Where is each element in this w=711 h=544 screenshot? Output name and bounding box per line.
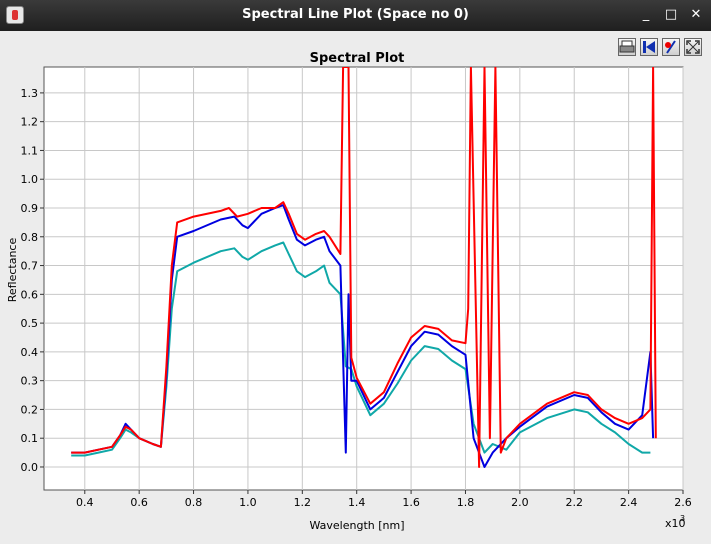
y-tick-label: 0.3 <box>21 375 39 388</box>
x-tick-label: 0.4 <box>76 496 94 509</box>
y-tick-label: 1.0 <box>21 173 39 186</box>
y-tick-label: 0.4 <box>21 346 39 359</box>
y-tick-label: 0.7 <box>21 260 39 273</box>
y-tick-label: 0.5 <box>21 317 39 330</box>
x-tick-label: 1.6 <box>402 496 420 509</box>
marker-button[interactable] <box>662 38 680 56</box>
x-axis-label: Wavelength [nm] <box>309 519 404 532</box>
title-bar[interactable]: Spectral Line Plot (Space no 0) _ □ ✕ <box>0 0 711 31</box>
y-tick-label: 0.6 <box>21 288 39 301</box>
x-tick-label: 1.0 <box>239 496 257 509</box>
arrow-left-icon <box>643 41 655 53</box>
y-axis-label: Reflectance <box>6 238 19 303</box>
close-button[interactable]: ✕ <box>690 7 702 22</box>
y-tick-label: 0.8 <box>21 231 39 244</box>
java-app-icon[interactable] <box>6 6 24 24</box>
x-tick-label: 1.2 <box>294 496 312 509</box>
x-tick-label: 1.8 <box>457 496 475 509</box>
x-tick-label: 0.6 <box>130 496 148 509</box>
series-group <box>71 67 657 468</box>
x-tick-label: 2.2 <box>565 496 583 509</box>
window-title: Spectral Line Plot (Space no 0) <box>242 7 469 22</box>
plot-area[interactable] <box>43 66 684 491</box>
y-tick-label: 0.0 <box>21 461 39 474</box>
y-tick-label: 1.2 <box>21 116 39 129</box>
marker-icon <box>665 40 676 54</box>
axis-ticks: 0.4 0.6 0.8 1.0 1.2 1.4 1.6 1.8 2.0 2.2 2.4 2.6 0.0 0… <box>21 87 692 509</box>
y-tick-label: 0.1 <box>21 432 39 445</box>
printer-icon <box>619 40 635 53</box>
first-button[interactable] <box>640 38 658 56</box>
x-tick-label: 2.6 <box>674 496 692 509</box>
chart-title: Spectral Plot <box>310 51 405 66</box>
print-button[interactable] <box>618 38 636 56</box>
maximize-button[interactable]: □ <box>664 7 678 22</box>
minimize-button[interactable]: _ <box>642 7 650 22</box>
x-tick-label: 0.8 <box>185 496 203 509</box>
x-axis-multiplier: x10 <box>665 517 686 530</box>
y-tick-label: 0.9 <box>21 202 39 215</box>
y-tick-label: 1.1 <box>21 144 39 157</box>
series-line-2 <box>71 67 657 468</box>
x-axis-multiplier-exponent: 3 <box>680 514 685 523</box>
x-tick-label: 2.4 <box>620 496 638 509</box>
y-tick-label: 0.2 <box>21 403 39 416</box>
y-tick-label: 1.3 <box>21 87 39 100</box>
zoom-fit-button[interactable] <box>684 38 702 56</box>
x-tick-label: 2.0 <box>511 496 529 509</box>
expand-icon <box>686 40 700 54</box>
x-tick-label: 1.4 <box>348 496 366 509</box>
